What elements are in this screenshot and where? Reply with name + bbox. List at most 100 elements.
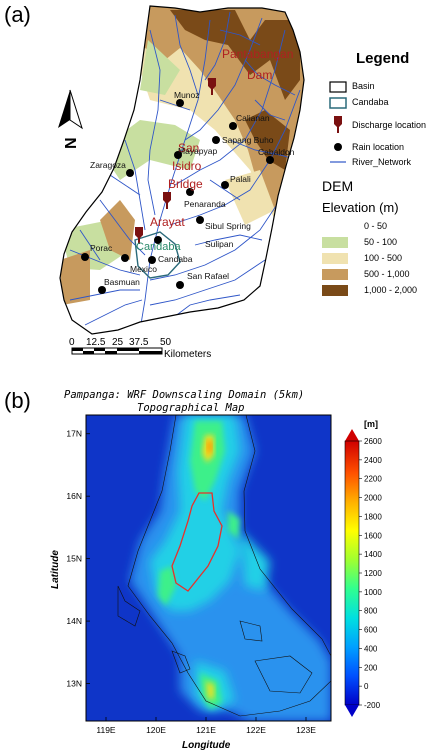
rain-dot-porac	[81, 253, 89, 261]
x-axis-ticks: 119E 120E 121E 122E 123E	[96, 717, 316, 735]
elev-label-4: 1,000 - 2,000	[364, 285, 418, 295]
scale-tick-1: 12.5	[86, 337, 106, 348]
y-axis-title: Latitude	[50, 550, 61, 589]
colorbar-tick-label: 2200	[364, 475, 382, 484]
y-axis-ticks: 13N 14N 15N 16N 17N	[66, 429, 90, 689]
label-sapang-buho: Sapang Buho	[222, 135, 274, 145]
rain-dot-mayapyap	[174, 151, 182, 159]
label-san-rafael: San Rafael	[187, 271, 229, 281]
panel-b-title-line2: Topographical Map	[137, 402, 245, 414]
elev-class-0: 0 - 50	[322, 218, 417, 234]
panel-a-label: (a)	[4, 2, 31, 27]
legend-candaba: Candaba	[352, 97, 389, 107]
label-candaba-area: Candaba	[136, 241, 182, 253]
legend-discharge: Discharge location	[352, 120, 427, 130]
discharge-marker-arayat	[135, 227, 143, 244]
discharge-marker-pantabangan	[208, 78, 216, 95]
label-palali: Palali	[230, 174, 251, 184]
label-mayapyap: Mayapyap	[178, 146, 217, 156]
elev-class-2: 100 - 500	[322, 250, 417, 266]
label-arayat: Arayat	[150, 215, 185, 229]
label-cabaldon: Cabaldon	[258, 147, 295, 157]
elev-swatch-2	[322, 252, 348, 264]
rain-dot-zaragoza	[126, 169, 134, 177]
rain-dot-san-rafael	[176, 281, 184, 289]
colorbar-tick-label: -200	[364, 701, 381, 710]
elev-swatch-0	[322, 220, 348, 232]
scale-tick-0: 0	[69, 337, 75, 348]
colorbar-tick-label: 800	[364, 607, 378, 616]
scale-bar	[71, 347, 163, 355]
scale-tick-2: 25	[112, 337, 124, 348]
label-isidro: Isidro	[172, 159, 202, 173]
legend-symbols	[329, 81, 347, 163]
colorbar-tick-label: 2400	[364, 456, 382, 465]
colorbar-tick-label: 200	[364, 663, 378, 672]
candaba-outline	[134, 231, 181, 279]
colorbar-tick-label: 1200	[364, 569, 382, 578]
rain-dot-sibul-spring	[196, 216, 204, 224]
elev-swatch-3	[322, 268, 348, 280]
legend-dem-title: DEM	[322, 178, 354, 194]
x-tick-label: 119E	[96, 725, 116, 735]
colorbar-tick-label: 1000	[364, 588, 382, 597]
legend-title: Legend	[356, 50, 410, 67]
label-mexico: Mexico	[130, 264, 157, 274]
rain-dot-mexico	[121, 254, 129, 262]
label-basmuan: Basmuan	[104, 277, 140, 287]
elev-label-2: 100 - 500	[364, 253, 403, 263]
rain-dot-munoz	[176, 99, 184, 107]
plot-frame	[85, 414, 332, 722]
elev-label-1: 50 - 100	[364, 237, 398, 247]
legend-basin-symbol	[329, 81, 347, 93]
elev-label-0: 0 - 50	[364, 221, 388, 231]
rain-dot-palali	[221, 181, 229, 189]
elev-class-4: 1,000 - 2,000	[322, 282, 417, 298]
label-zaragoza: Zaragoza	[90, 160, 126, 170]
north-arrow: N	[58, 89, 83, 149]
basin-map: Pantabangan Dam San Isidro Bridge Arayat…	[58, 5, 305, 360]
rain-dot-calianan	[229, 122, 237, 130]
elev-class-1: 50 - 100	[322, 234, 417, 250]
colorbar-tick-label: 600	[364, 626, 378, 635]
colorbar-tick-label: 2600	[364, 437, 382, 446]
y-tick-label: 15N	[66, 554, 82, 564]
legend-rain-symbol	[334, 143, 342, 151]
label-candaba: Candaba	[158, 254, 193, 264]
discharge-locations	[135, 78, 216, 244]
pampanga-basin-outline	[171, 492, 223, 592]
elev-label-3: 500 - 1,000	[364, 269, 410, 279]
scale-tick-4: 50	[160, 337, 172, 348]
rain-dot-cabaldon	[266, 156, 274, 164]
colorbar-tick-label: 1400	[364, 550, 382, 559]
elev-class-3: 500 - 1,000	[322, 266, 417, 282]
y-tick-label: 16N	[66, 491, 82, 501]
label-sibul-spring: Sibul Spring	[205, 221, 251, 231]
label-san: San	[178, 141, 199, 155]
legend-candaba-symbol	[329, 97, 347, 109]
y-tick-label: 17N	[66, 429, 82, 439]
legend-elevation-title: Elevation (m)	[322, 200, 399, 215]
colorbar-tick-label: 400	[364, 644, 378, 653]
legend-elevation-classes: 0 - 50 50 - 100 100 - 500 500 - 1,000 1,…	[322, 218, 417, 298]
north-label: N	[63, 137, 80, 149]
x-tick-label: 122E	[246, 725, 266, 735]
scale-unit: Kilometers	[164, 349, 211, 360]
elev-swatch-4	[322, 284, 348, 296]
topo-map-plot: 119E 120E 121E 122E 123E 13N 14N 15N 16N 17N -20…	[50, 414, 382, 751]
colorbar-tick-label: 1800	[364, 512, 382, 521]
rain-locations	[81, 99, 274, 294]
rain-dot-penaranda	[186, 188, 194, 196]
topo-heatmap	[86, 415, 331, 721]
y-tick-label: 14N	[66, 616, 82, 626]
colorbar-tick-label: 1600	[364, 531, 382, 540]
y-tick-label: 13N	[66, 679, 82, 689]
panel-b-title-line1: Pampanga: WRF Downscaling Domain (5km)	[64, 389, 305, 401]
rain-dot-sapang-buho	[212, 136, 220, 144]
legend-river: River_Network	[352, 157, 412, 167]
scale-tick-3: 37.5	[129, 337, 149, 348]
label-penaranda: Penaranda	[184, 199, 226, 209]
label-pantabangan: Pantabangan	[222, 47, 293, 61]
elev-swatch-1	[322, 236, 348, 248]
label-bridge: Bridge	[168, 177, 203, 191]
